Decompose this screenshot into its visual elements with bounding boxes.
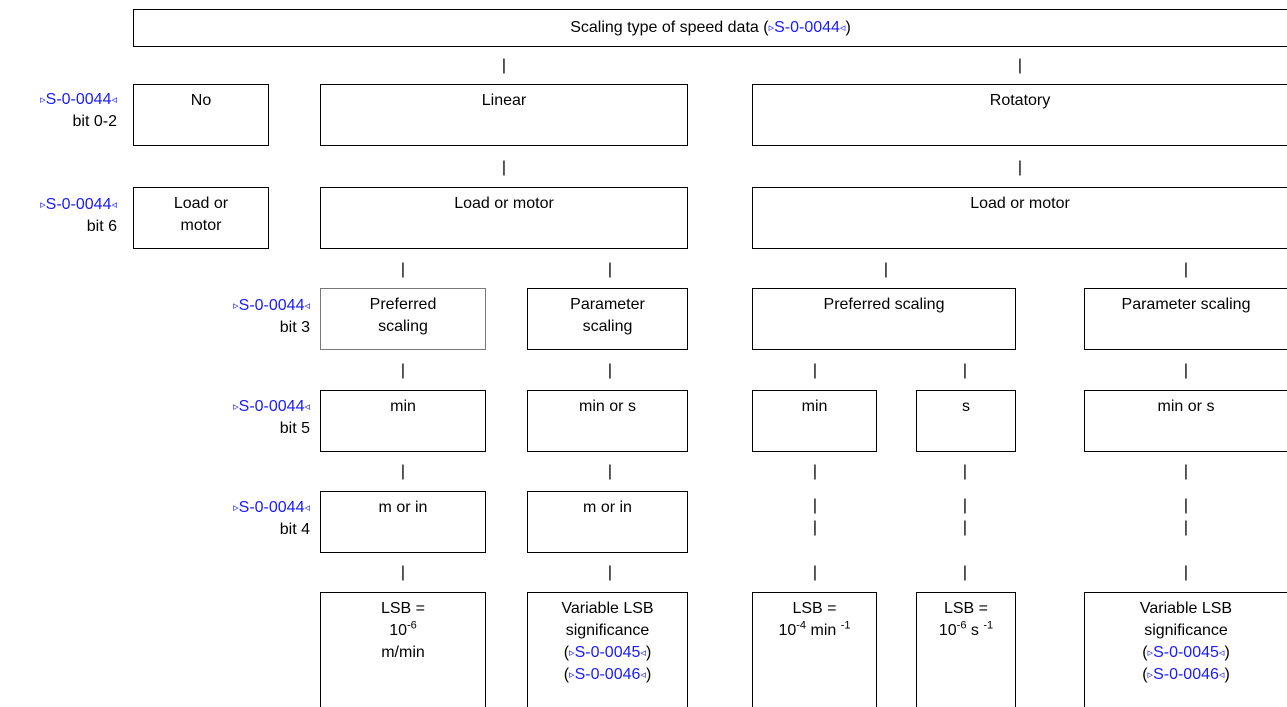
header-box: Scaling type of speed data (▹S-0-0044◃) bbox=[133, 9, 1287, 47]
connector: | bbox=[1017, 159, 1023, 176]
linear-param-m-or-in-box: m or in bbox=[527, 491, 688, 553]
connector: | bbox=[1183, 261, 1189, 278]
connector: | bbox=[812, 519, 818, 536]
connector: | bbox=[1183, 463, 1189, 480]
linear-box: Linear bbox=[320, 84, 688, 146]
connector: | bbox=[962, 497, 968, 514]
connector: | bbox=[883, 261, 889, 278]
param-link-s-0-0045[interactable]: ▹S-0-0045◃ bbox=[569, 644, 646, 661]
connector: | bbox=[962, 463, 968, 480]
side-label-bit-3: ▹S-0-0044◃ bit 3 bbox=[233, 297, 310, 336]
rotatory-param-min-or-s-box: min or s bbox=[1084, 390, 1287, 452]
no-box: No bbox=[133, 84, 269, 146]
connector: | bbox=[607, 463, 613, 480]
connector: | bbox=[400, 261, 406, 278]
lsb-rotatory-param-box: Variable LSB significance (▹S-0-0045◃) (… bbox=[1084, 592, 1287, 707]
lsb-linear-pref-box: LSB = 10-6 m/min bbox=[320, 592, 486, 707]
side-label-bit-4: ▹S-0-0044◃ bit 4 bbox=[233, 499, 310, 538]
rotatory-preferred-scaling-box: Preferred scaling bbox=[752, 288, 1016, 350]
param-link-s-0-0044[interactable]: ▹S-0-0044◃ bbox=[233, 499, 310, 516]
connector: | bbox=[1183, 497, 1189, 514]
connector: | bbox=[962, 564, 968, 581]
rotatory-pref-s-box: s bbox=[916, 390, 1016, 452]
linear-pref-m-or-in-box: m or in bbox=[320, 491, 486, 553]
param-link-s-0-0046[interactable]: ▹S-0-0046◃ bbox=[1147, 666, 1225, 683]
connector: | bbox=[812, 497, 818, 514]
connector: | bbox=[1183, 519, 1189, 536]
connector: | bbox=[962, 519, 968, 536]
connector: | bbox=[1183, 362, 1189, 379]
connector: | bbox=[607, 564, 613, 581]
param-link-s-0-0046[interactable]: ▹S-0-0046◃ bbox=[569, 666, 646, 683]
side-label-bits-0-2: ▹S-0-0044◃ bit 0-2 bbox=[40, 91, 117, 130]
linear-parameter-scaling-box: Parameter scaling bbox=[527, 288, 688, 350]
connector: | bbox=[607, 261, 613, 278]
connector: | bbox=[400, 463, 406, 480]
rotatory-parameter-scaling-box: Parameter scaling bbox=[1084, 288, 1287, 350]
param-link-s-0-0044[interactable]: ▹S-0-0044◃ bbox=[233, 398, 310, 415]
connector: | bbox=[812, 463, 818, 480]
side-label-bit-5: ▹S-0-0044◃ bit 5 bbox=[233, 398, 310, 437]
lsb-linear-param-box: Variable LSB significance (▹S-0-0045◃) (… bbox=[527, 592, 688, 707]
rotatory-box: Rotatory bbox=[752, 84, 1287, 146]
param-link-s-0-0044[interactable]: ▹S-0-0044◃ bbox=[768, 19, 846, 36]
lsb-rotatory-min-box: LSB = 10-4 min -1 bbox=[752, 592, 877, 707]
connector: | bbox=[1017, 57, 1023, 74]
param-link-s-0-0045[interactable]: ▹S-0-0045◃ bbox=[1147, 644, 1225, 661]
connector: | bbox=[962, 362, 968, 379]
linear-pref-min-box: min bbox=[320, 390, 486, 452]
param-link-s-0-0044[interactable]: ▹S-0-0044◃ bbox=[40, 196, 117, 213]
linear-param-min-or-s-box: min or s bbox=[527, 390, 688, 452]
load-or-motor-linear-box: Load or motor bbox=[320, 187, 688, 249]
connector: | bbox=[812, 362, 818, 379]
connector: | bbox=[400, 362, 406, 379]
connector: | bbox=[607, 362, 613, 379]
lsb-rotatory-s-box: LSB = 10-6 s -1 bbox=[916, 592, 1016, 707]
connector: | bbox=[812, 564, 818, 581]
header-title: Scaling type of speed data (▹S-0-0044◃) bbox=[570, 19, 851, 36]
param-link-s-0-0044[interactable]: ▹S-0-0044◃ bbox=[40, 91, 117, 108]
connector: | bbox=[400, 564, 406, 581]
rotatory-pref-min-box: min bbox=[752, 390, 877, 452]
connector: | bbox=[1183, 564, 1189, 581]
side-label-bit-6: ▹S-0-0044◃ bit 6 bbox=[40, 196, 117, 235]
load-or-motor-rotatory-box: Load or motor bbox=[752, 187, 1287, 249]
linear-preferred-scaling-box: Preferred scaling bbox=[320, 288, 486, 350]
load-or-motor-left-box: Load or motor bbox=[133, 187, 269, 249]
connector: | bbox=[501, 57, 507, 74]
connector: | bbox=[501, 159, 507, 176]
param-link-s-0-0044[interactable]: ▹S-0-0044◃ bbox=[233, 297, 310, 314]
